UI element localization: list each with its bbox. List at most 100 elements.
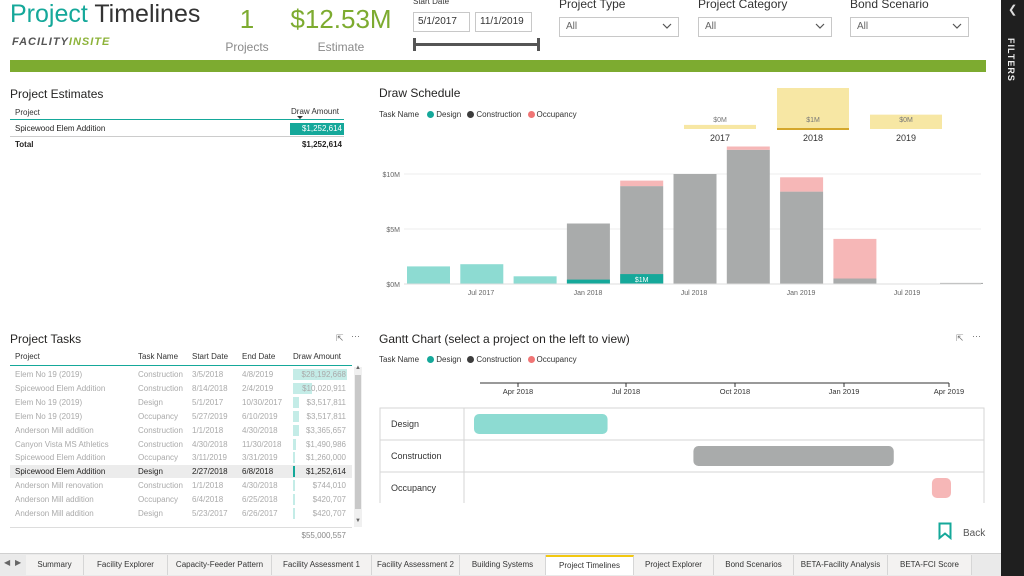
table-row[interactable]: Anderson Mill renovation Construction 1/1/… (10, 479, 352, 492)
pt-cell-end: 6/26/2017 (242, 509, 278, 518)
project-type-value: All (566, 21, 578, 32)
pt-cell-start: 5/1/2017 (192, 397, 224, 407)
bar-occupancy-4[interactable] (620, 180, 664, 187)
bar-highlight-selected-2[interactable] (620, 274, 664, 284)
bar-occupancy-7[interactable] (780, 177, 824, 192)
bar-construction-8[interactable] (833, 278, 877, 285)
pt-col-amount[interactable]: Draw Amount (293, 352, 342, 361)
filters-pane[interactable]: ❮ FILTERS (1001, 0, 1024, 576)
pt-cell-task: Design (138, 509, 163, 518)
gantt-chart[interactable]: Apr 2018 Jul 2018 Oct 2018 Jan 2019 Apr 2019… (378, 375, 986, 503)
table-row[interactable]: Anderson Mill addition Design 5/23/2017 6/2… (10, 507, 352, 520)
project-type-dropdown[interactable]: All (559, 17, 679, 37)
bar-construction-7[interactable] (780, 191, 824, 284)
bar-construction-6[interactable] (726, 149, 770, 284)
bar-highlight-selected[interactable] (566, 279, 610, 284)
chevron-left-icon[interactable]: ❮ (1008, 4, 1018, 16)
tab-facility-explorer[interactable]: Facility Explorer (84, 555, 168, 575)
date-slider-start-handle[interactable] (413, 38, 416, 51)
tab-beta-fci-score[interactable]: BETA-FCI Score (888, 555, 972, 575)
bar-occupancy-8[interactable] (833, 238, 877, 279)
scrollbar[interactable]: ▲ ▼ (354, 365, 362, 527)
tab-facility-assessment-1[interactable]: Facility Assessment 1 (272, 555, 372, 575)
legend-construction[interactable]: Construction (476, 110, 522, 119)
table-row[interactable]: Spicewood Elem Addition $1,252,614 (10, 122, 344, 135)
scrollbar-thumb[interactable] (355, 375, 361, 509)
pt-cell-task: Design (138, 397, 163, 407)
scroll-up-icon[interactable]: ▲ (355, 365, 361, 371)
pt-col-project[interactable]: Project (15, 352, 40, 361)
table-row[interactable]: Elem No 19 (2019) Design 5/1/2017 10/30/201… (10, 396, 352, 409)
focus-mode-icon[interactable]: ⇱ (336, 333, 344, 343)
table-row[interactable]: Elem No 19 (2019) Construction 3/5/2018 4/8… (10, 368, 352, 381)
more-options-icon[interactable]: ⋯ (972, 331, 981, 341)
tab-capacity-feeder-pattern[interactable]: Capacity-Feeder Pattern (168, 555, 272, 575)
pt-cell-amount: $10,020,911 (302, 383, 346, 393)
legend-design[interactable]: Design (436, 110, 462, 119)
bar-design-1[interactable] (460, 264, 504, 284)
gantt-legend-occupancy[interactable]: Occupancy (536, 355, 577, 364)
gantt-legend-construction[interactable]: Construction (476, 355, 522, 364)
tab-beta-facility-analysis[interactable]: BETA-Facility Analysis (794, 555, 888, 575)
gantt-legend-design[interactable]: Design (436, 355, 462, 364)
table-row[interactable]: Spicewood Elem Addition Design 2/27/2018 6/… (10, 465, 352, 479)
tab-scroll-right-icon[interactable]: ▶ (15, 558, 22, 567)
legend-occupancy[interactable]: Occupancy (536, 110, 577, 119)
start-date-from-input[interactable]: 5/1/2017 (413, 12, 470, 32)
project-tasks-table[interactable]: Elem No 19 (2019) Construction 3/5/2018 4/8… (10, 368, 352, 525)
pt-cell-end: 2/4/2019 (242, 383, 274, 393)
table-row[interactable]: Spicewood Elem Addition Occupancy 3/11/201… (10, 451, 352, 464)
table-row[interactable]: Elem No 19 (2019) Occupancy 5/27/2019 6/10/… (10, 410, 352, 423)
legend-title: Task Name (379, 110, 420, 119)
date-slider-end-handle[interactable] (537, 38, 540, 51)
pt-col-end[interactable]: End Date (242, 352, 276, 361)
table-row[interactable]: Anderson Mill addition Occupancy 6/4/2018 6… (10, 493, 352, 506)
project-category-dropdown[interactable]: All (698, 17, 832, 37)
gantt-bar-design[interactable] (474, 414, 608, 434)
bar-construction-4[interactable] (620, 186, 664, 284)
tab-facility-assessment-2[interactable]: Facility Assessment 2 (372, 555, 460, 575)
table-row[interactable]: Spicewood Elem Addition Construction 8/14/… (10, 382, 352, 395)
project-estimates-title: Project Estimates (10, 87, 104, 101)
pe-col-amount[interactable]: Draw Amount (291, 107, 340, 116)
bar-construction-10[interactable] (940, 282, 983, 284)
gantt-bar-construction[interactable] (693, 446, 894, 466)
table-row[interactable]: Canyon Vista MS Athletics Construction 4/3… (10, 438, 352, 451)
pt-col-task[interactable]: Task Name (138, 352, 179, 361)
pe-col-project[interactable]: Project (15, 108, 40, 117)
bar-design-2[interactable] (513, 276, 557, 284)
pt-cell-amount: $420,707 (312, 495, 346, 505)
date-range-slider[interactable] (414, 43, 540, 46)
gantt-x-tick-label: Apr 2019 (934, 387, 964, 396)
tab-project-explorer[interactable]: Project Explorer (634, 555, 714, 575)
focus-mode-icon[interactable]: ⇱ (956, 333, 964, 343)
pt-col-start[interactable]: Start Date (192, 352, 229, 361)
pt-cell-start: 5/23/2017 (192, 509, 228, 518)
bond-scenario-dropdown[interactable]: All (850, 17, 969, 37)
pt-cell-start: 3/5/2018 (192, 370, 224, 379)
tab-building-systems[interactable]: Building Systems (460, 555, 546, 575)
draw-schedule-chart[interactable]: $0M 2017 $1M 2018 $0M 2019 $0M $5M $10M $1M Jul 20… (375, 80, 987, 308)
pt-cell-task: Construction (138, 481, 183, 491)
pe-row-bar (290, 123, 344, 135)
year-card-bar-2017[interactable] (684, 124, 756, 129)
bar-construction-3[interactable] (566, 223, 610, 285)
bar-occupancy-6[interactable] (726, 146, 770, 150)
bar-design-0[interactable] (407, 266, 450, 284)
gantt-bar-occupancy[interactable] (931, 478, 951, 498)
scroll-down-icon[interactable]: ▼ (355, 518, 361, 524)
tab-project-timelines[interactable]: Project Timelines (546, 555, 634, 575)
table-row[interactable]: Anderson Mill addition Construction 1/1/20… (10, 424, 352, 437)
tab-summary[interactable]: Summary (26, 555, 84, 575)
start-date-to-input[interactable]: 11/1/2019 (475, 12, 532, 32)
x-tick-label: Jan 2018 (574, 290, 603, 297)
pt-cell-bar (293, 424, 300, 436)
tab-bond-scenarios[interactable]: Bond Scenarios (714, 555, 794, 575)
page-title: Project Timelines (10, 0, 200, 28)
year-card-bar-2019[interactable] (870, 114, 942, 129)
more-options-icon[interactable]: ⋯ (351, 331, 360, 341)
year-card-bar-2018[interactable] (777, 88, 849, 129)
bar-construction-5[interactable] (673, 174, 717, 284)
tab-scroll-left-icon[interactable]: ◀ (4, 558, 11, 567)
title-part2: Timelines (94, 0, 201, 28)
